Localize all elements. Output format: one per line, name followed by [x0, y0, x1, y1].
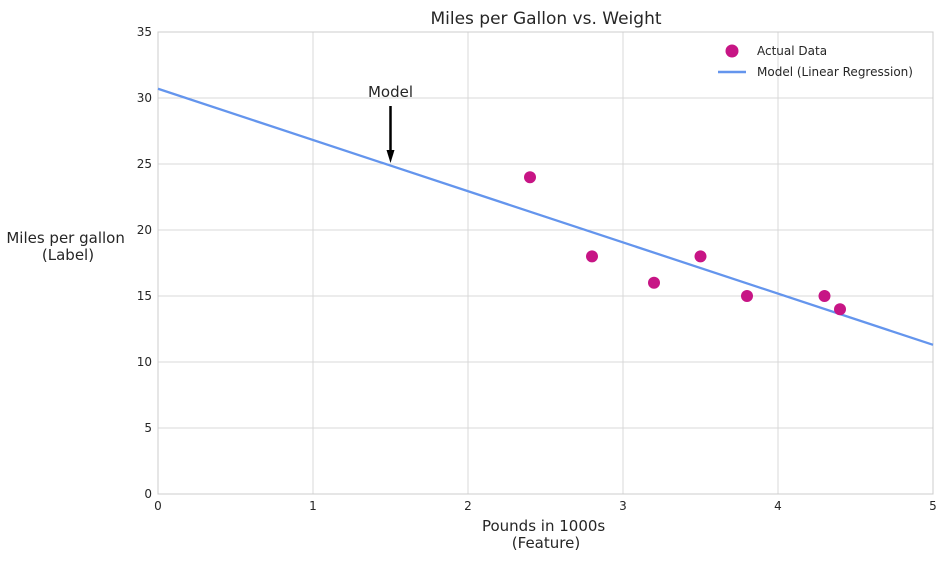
- x-tick-label: 0: [154, 499, 162, 513]
- y-tick-label: 0: [144, 487, 152, 501]
- data-point: [524, 171, 536, 184]
- y-tick-label: 25: [137, 157, 152, 171]
- data-point: [648, 276, 660, 289]
- x-tick-label: 5: [929, 499, 937, 513]
- plot-frame: [157, 31, 934, 495]
- x-axis-title: Pounds in 1000s (Feature): [482, 517, 610, 552]
- x-tick-label: 2: [464, 499, 472, 513]
- data-point: [586, 250, 598, 263]
- y-tick-label: 20: [137, 223, 152, 237]
- y-tick-label: 30: [137, 91, 152, 105]
- chart-title: Miles per Gallon vs. Weight: [430, 9, 661, 29]
- legend-label-actual-data: Actual Data: [757, 44, 827, 58]
- y-axis-title-line-1: Miles per gallon: [6, 229, 125, 247]
- series-layer: [157, 87, 934, 346]
- x-axis-ticks: 0 1 2 3 4 5: [154, 499, 937, 513]
- data-point: [741, 290, 753, 302]
- y-tick-label: 5: [144, 421, 152, 435]
- data-point: [694, 250, 707, 263]
- y-tick-label: 15: [137, 289, 152, 303]
- annotations: Model: [368, 83, 413, 163]
- annotation-label: Model: [368, 83, 413, 101]
- y-axis-ticks: 0 5 10 15 20 25 30 35: [137, 25, 152, 501]
- gridlines: [157, 31, 934, 495]
- data-point: [818, 290, 831, 302]
- annotation-arrow-head: [386, 150, 395, 163]
- x-tick-label: 4: [774, 499, 782, 513]
- data-point: [834, 303, 846, 316]
- legend-label-model: Model (Linear Regression): [757, 65, 913, 79]
- regression-line: [157, 87, 934, 346]
- legend-marker-actual-data: [725, 44, 739, 58]
- x-tick-label: 1: [309, 499, 317, 513]
- x-axis-title-line-1: Pounds in 1000s: [482, 517, 605, 535]
- y-axis-title: Miles per gallon (Label): [6, 229, 129, 264]
- y-tick-label: 10: [137, 355, 152, 369]
- x-tick-label: 3: [619, 499, 627, 513]
- y-axis-title-line-2: (Label): [42, 246, 94, 264]
- legend: Actual Data Model (Linear Regression): [718, 44, 913, 79]
- x-axis-title-line-2: (Feature): [512, 534, 580, 552]
- y-tick-label: 35: [137, 25, 152, 39]
